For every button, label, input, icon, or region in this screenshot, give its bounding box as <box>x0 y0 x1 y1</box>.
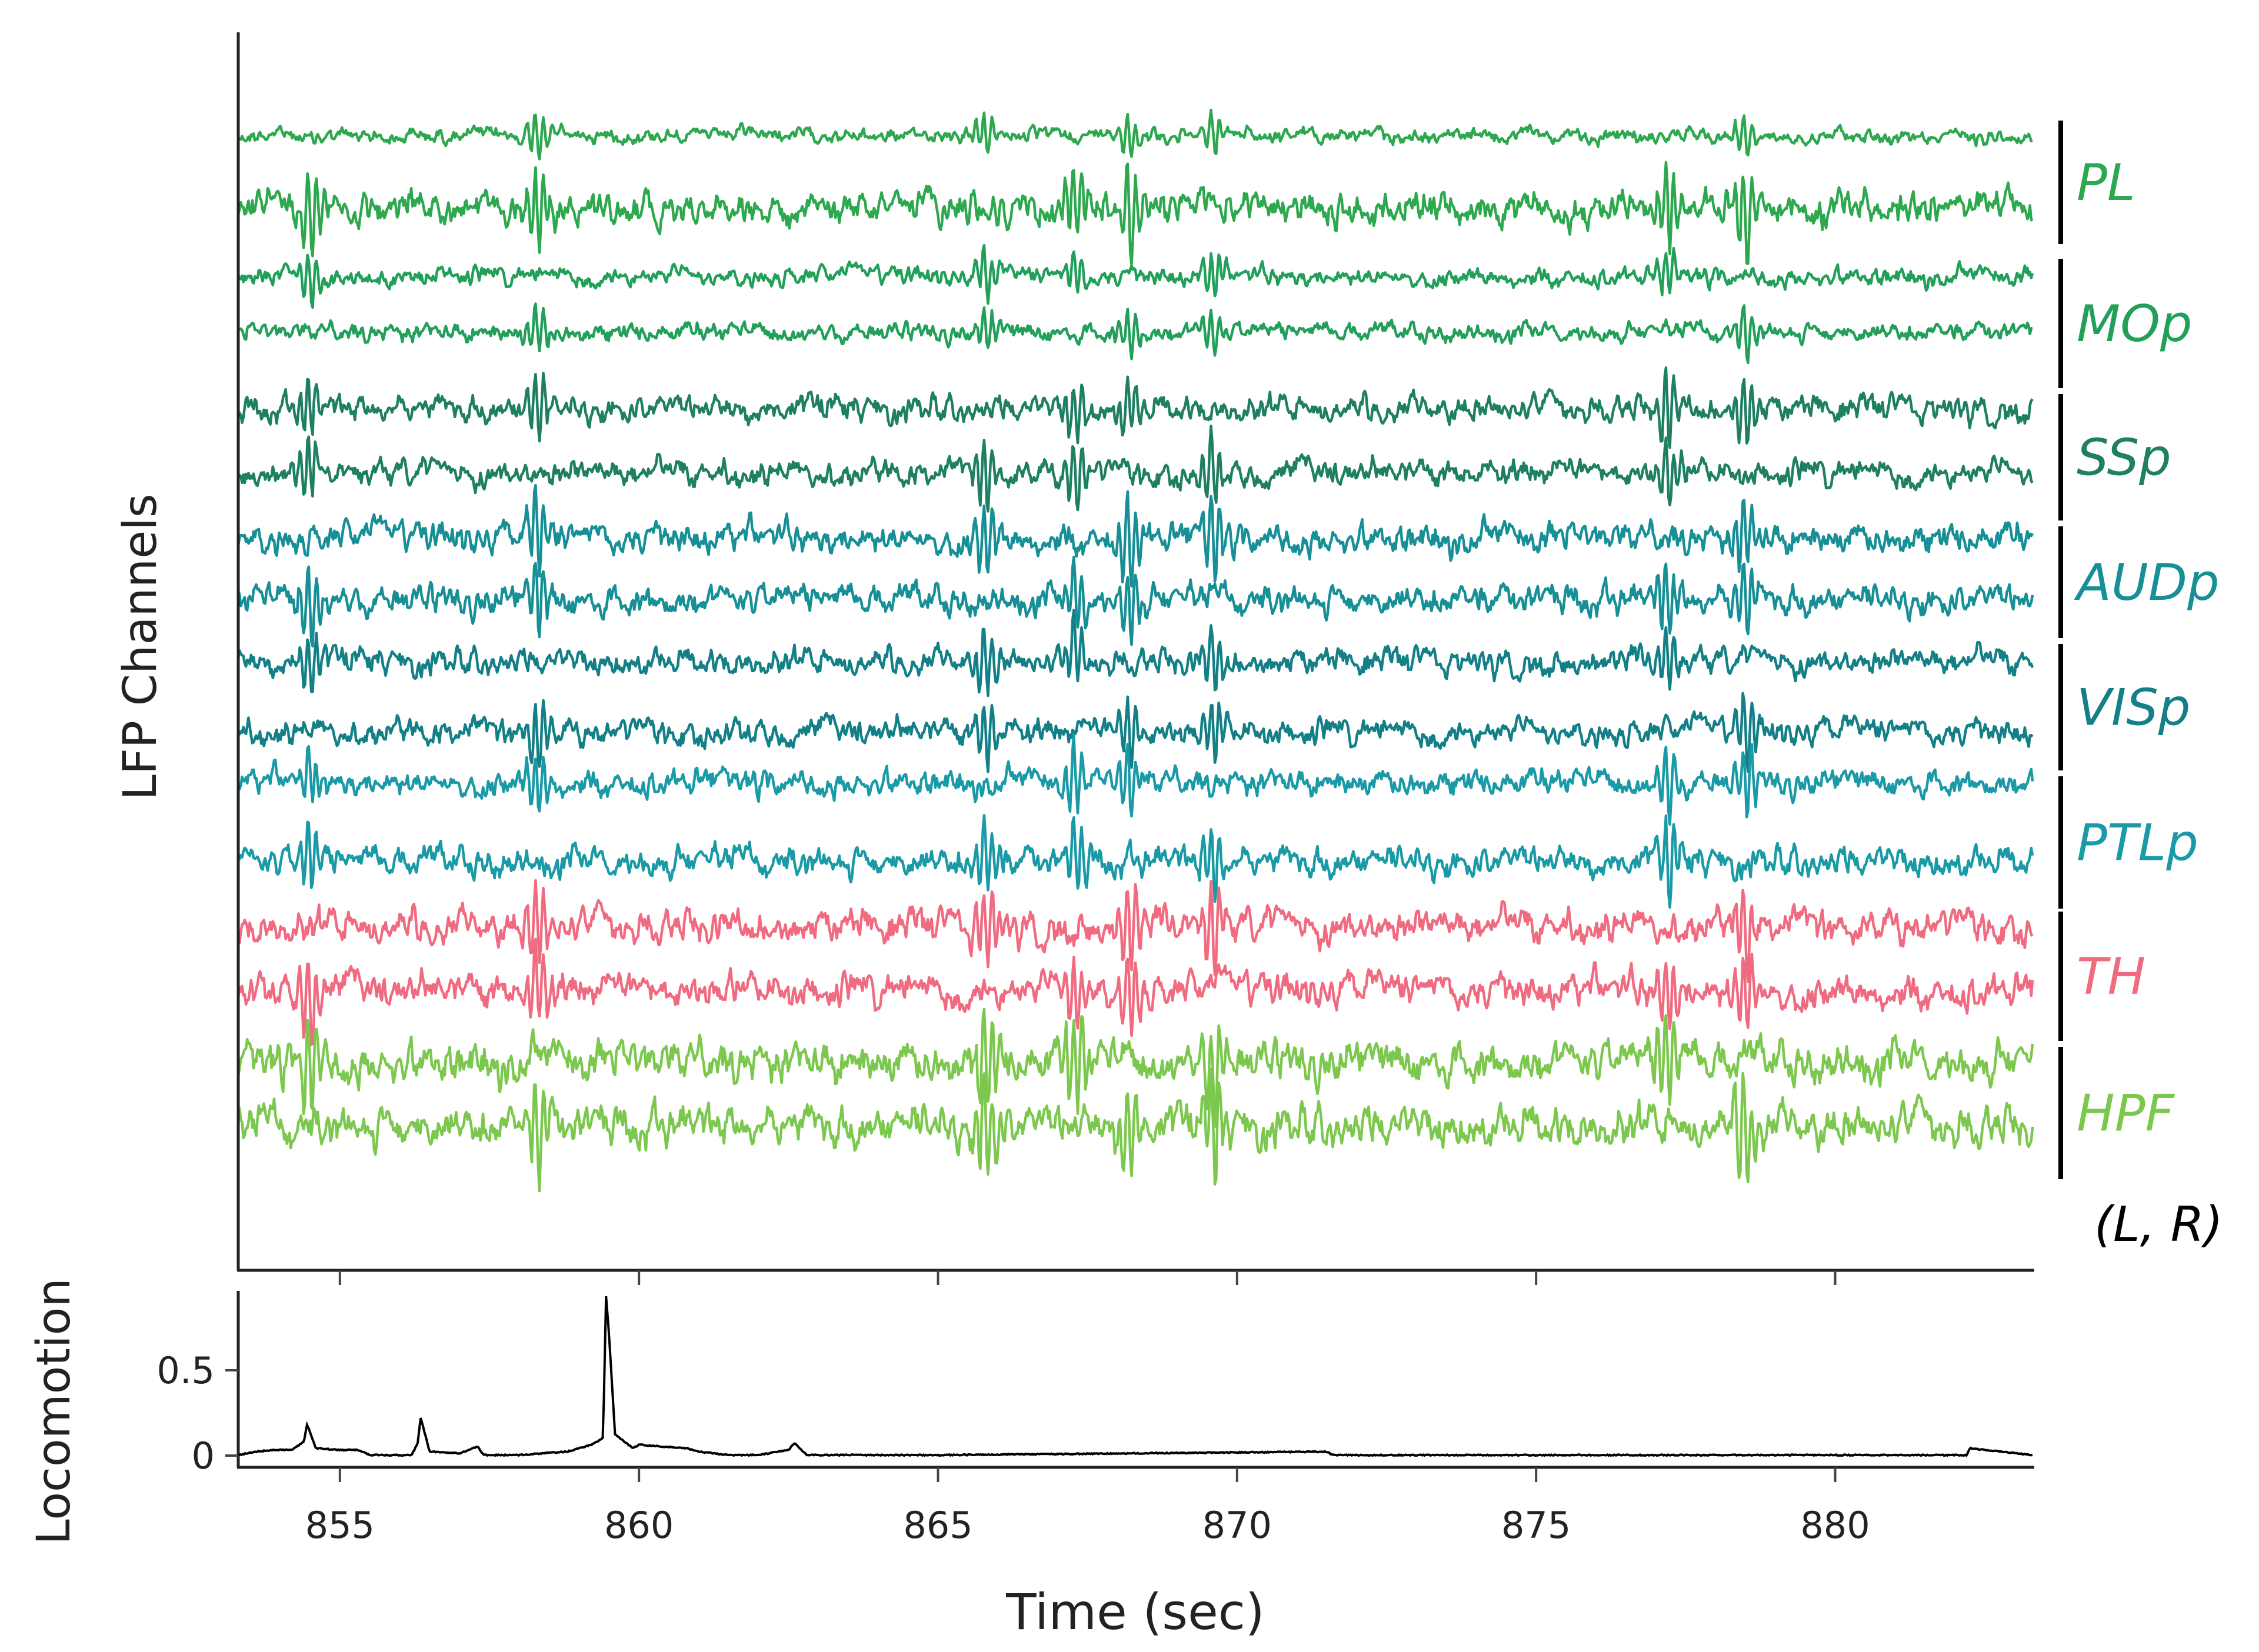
lfp-trace-visp-r <box>236 692 2034 773</box>
region-label-ptlp: PTLp <box>2077 814 2198 873</box>
lfp-trace-mop-l <box>236 243 2034 309</box>
lfp-trace-th-r <box>236 937 2034 1046</box>
locomotion-trace <box>238 1296 2033 1457</box>
x-tick-label: 860 <box>604 1504 674 1547</box>
lfp-panel: LFP Channels <box>114 32 2034 1285</box>
region-label-audp: AUDp <box>2074 553 2220 612</box>
lfp-trace-th-l <box>236 879 2034 983</box>
lfp-trace-pl-r <box>236 161 2034 266</box>
lfp-trace-ptlp-l <box>236 734 2034 826</box>
loco-ytick-0.5: 0.5 <box>156 1349 215 1392</box>
lfp-trace-ssp-r <box>237 425 2034 513</box>
lfp-trace-mop-r <box>237 302 2033 364</box>
lfp-x-ticks <box>338 1270 1837 1285</box>
region-label-visp: VISp <box>2077 679 2190 737</box>
x-tick-label: 870 <box>1202 1504 1272 1547</box>
x-axis-label: Time (sec) <box>1005 1583 1264 1641</box>
lfp-trace-audp-r <box>236 555 2034 648</box>
x-tick-label: 875 <box>1501 1504 1571 1547</box>
lfp-y-label: LFP Channels <box>114 493 167 800</box>
lfp-trace-visp-l <box>236 609 2034 697</box>
region-legend: PL MOp SSp AUDp VISp PTLp TH HPF <box>2058 121 2220 1179</box>
hemisphere-note: (L, R) <box>2094 1197 2223 1253</box>
loco-ytick-0: 0 <box>192 1434 215 1477</box>
loco-x-ticks: 855 860 865 870 875 880 <box>305 1467 1870 1547</box>
region-label-hpf: HPF <box>2077 1084 2175 1143</box>
lfp-trace-hpf-l <box>236 1007 2034 1128</box>
lfp-trace-audp-l <box>236 483 2034 588</box>
x-tick-label: 865 <box>903 1504 972 1547</box>
lfp-trace-ssp-l <box>237 366 2034 449</box>
region-label-pl: PL <box>2077 153 2135 212</box>
loco-y-ticks: 0.5 0 <box>156 1349 238 1477</box>
region-label-th: TH <box>2077 947 2145 1006</box>
lfp-trace-pl-l <box>237 108 2033 161</box>
lfp-trace-ptlp-r <box>237 814 2034 909</box>
region-label-ssp: SSp <box>2077 429 2171 488</box>
x-tick-label: 880 <box>1800 1504 1870 1547</box>
lfp-traces <box>236 108 2034 1193</box>
locomotion-panel: 0.5 0 855 860 865 870 875 880 Locomotion Time… <box>28 1278 2034 1641</box>
region-label-mop: MOp <box>2077 295 2192 353</box>
lfp-trace-hpf-r <box>236 1067 2034 1193</box>
x-tick-label: 855 <box>305 1504 375 1547</box>
loco-y-label: Locomotion <box>28 1278 81 1545</box>
